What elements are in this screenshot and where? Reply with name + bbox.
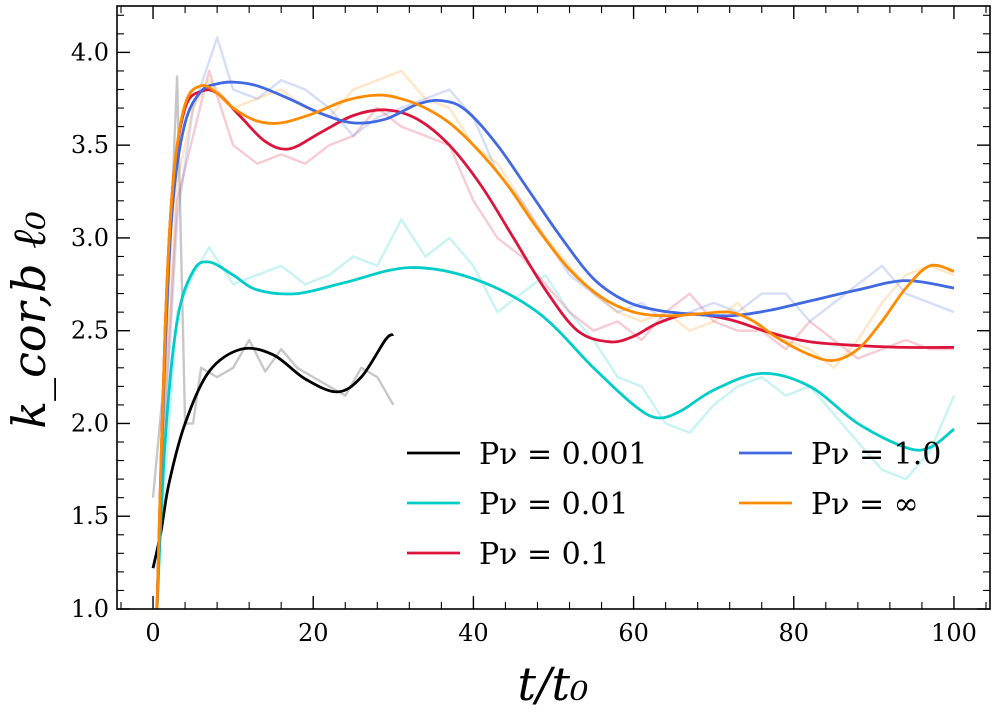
plot-frame xyxy=(116,5,991,610)
raw-series-line-0 xyxy=(151,75,395,498)
tick-labels: 0 20 40 60 80 100 1.0 1.5 2.0 2.5 3.0 3.5 4.0 xyxy=(71,38,977,647)
raw-series-line-1 xyxy=(159,218,956,535)
x-tick-label: 20 xyxy=(298,619,329,647)
x-axis-label: t/t₀ xyxy=(518,657,589,711)
y-tick-label: 4.0 xyxy=(71,38,109,66)
legend-label-1: Pν = 0.01 xyxy=(479,487,628,522)
y-tick-label: 1.0 xyxy=(71,595,109,623)
raw-series-line-3 xyxy=(159,36,955,498)
x-tick-label: 80 xyxy=(779,619,810,647)
x-tick-label: 0 xyxy=(145,619,160,647)
legend-label-3: Pν = 1.0 xyxy=(811,437,941,472)
y-tick-label: 2.0 xyxy=(71,409,109,437)
smooth-series-line-0 xyxy=(151,333,395,569)
smooth-series-line-2 xyxy=(155,88,955,609)
axis-ticks xyxy=(117,6,990,610)
x-tick-label: 60 xyxy=(618,619,649,647)
y-tick-label: 2.5 xyxy=(71,317,109,345)
smooth-series-layer xyxy=(151,80,955,609)
smooth-series-line-4 xyxy=(155,84,955,609)
smooth-series-line-1 xyxy=(155,260,955,609)
legend-label-2: Pν = 0.1 xyxy=(479,537,609,572)
x-tick-label: 40 xyxy=(458,619,489,647)
y-tick-label: 1.5 xyxy=(71,502,109,530)
y-axis-label: k_cor,b ℓ₀ xyxy=(2,211,56,429)
legend-label-4: Pν = ∞ xyxy=(811,487,919,522)
x-tick-label: 100 xyxy=(931,619,977,647)
legend: Pν = 0.001 Pν = 0.01 Pν = 0.1 Pν = 1.0 Pν = … xyxy=(407,437,941,572)
y-tick-label: 3.5 xyxy=(71,131,109,159)
raw-series-line-2 xyxy=(159,69,954,480)
y-tick-label: 3.0 xyxy=(71,224,109,252)
legend-label-0: Pν = 0.001 xyxy=(479,437,648,472)
